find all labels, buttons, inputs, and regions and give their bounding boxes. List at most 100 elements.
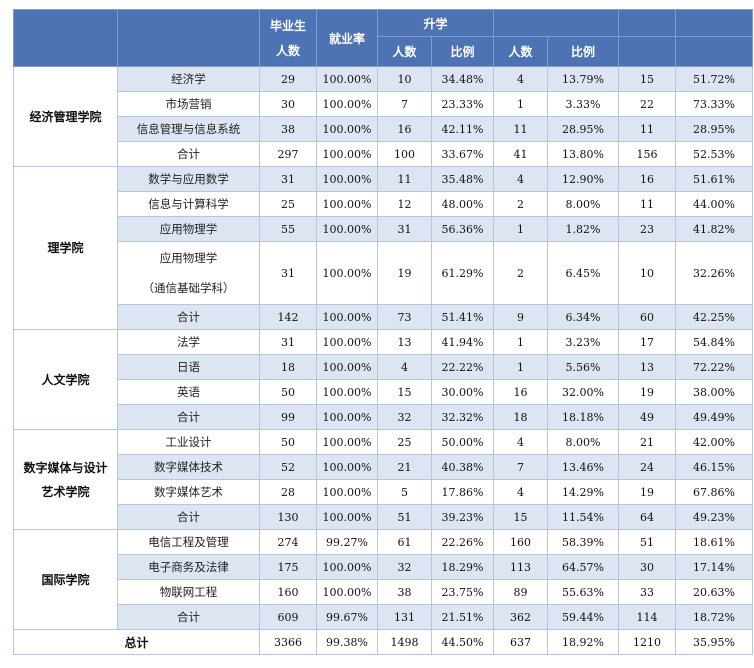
table-row: 市场营销 30 100.00% 7 23.33% 1 3.33% 22 73.33%	[14, 91, 754, 117]
further-study-count-cell: 51	[377, 504, 432, 530]
further-study-ratio-cell: 33.67%	[430, 141, 495, 167]
header-group3	[493, 9, 620, 37]
major-name: 工业设计	[165, 435, 212, 449]
major-name: 经济学	[171, 72, 206, 86]
ratio-3-cell: 46.15%	[675, 454, 754, 480]
ratio-2-cell: 12.90%	[547, 166, 620, 192]
table-row: 英语 50 100.00% 15 30.00% 16 32.00% 19 38.00%	[14, 379, 754, 405]
ratio-2-cell: 55.63%	[547, 579, 620, 605]
ratio-3-cell: 67.86%	[675, 479, 754, 505]
count-2-cell: 89	[493, 579, 549, 605]
employment-rate-cell: 100.00%	[316, 479, 378, 505]
employment-rate-cell: 100.00%	[316, 504, 378, 530]
header-sub-count-2: 人数	[493, 36, 549, 67]
further-study-ratio-cell: 32.32%	[430, 404, 495, 430]
ratio-2-cell: 8.00%	[547, 429, 620, 455]
major-name: 电信工程及管理	[148, 535, 229, 549]
table-header: 毕业生 人数 就业率 升学 人数 比例 人数 比例	[13, 9, 754, 67]
employment-rate-cell: 100.00%	[316, 116, 378, 142]
major-cell: 应用物理学 （通信基础学科）	[117, 241, 260, 305]
graduates-cell: 52	[259, 454, 317, 480]
table-row: 数字媒体艺术 28 100.00% 5 17.86% 4 14.29% 19 67.86%	[14, 479, 754, 505]
count-3-cell: 30	[618, 554, 677, 580]
table-row: 电子商务及法律 175 100.00% 32 18.29% 113 64.57% 30 17.1…	[14, 554, 754, 580]
college-name: 经济管理学院	[29, 109, 102, 124]
major-cell: 数字媒体技术	[117, 454, 260, 480]
further-study-ratio-cell: 39.23%	[430, 504, 495, 530]
count-2-cell: 1	[493, 354, 549, 380]
graduates-cell: 99	[259, 404, 317, 430]
further-study-count-cell: 10	[377, 66, 432, 92]
graduates-cell: 50	[259, 379, 317, 405]
graduates-cell: 25	[259, 191, 317, 217]
count-2-cell: 2	[493, 191, 549, 217]
employment-rate-cell: 100.00%	[316, 404, 378, 430]
further-study-count-cell: 7	[377, 91, 432, 117]
count-3-cell: 13	[618, 354, 677, 380]
count-3-cell: 17	[618, 329, 677, 355]
table-row: 合计 297 100.00% 100 33.67% 41 13.80% 156 52.53%	[14, 141, 754, 167]
header-graduates-line2: 人数	[275, 44, 300, 58]
header-graduates-line1: 毕业生	[269, 19, 306, 33]
employment-rate-cell: 100.00%	[316, 141, 378, 167]
ratio-2-cell: 32.00%	[547, 379, 620, 405]
graduates-cell: 274	[259, 529, 317, 555]
count-2-cell: 4	[493, 166, 549, 192]
employment-rate-cell: 100.00%	[316, 304, 378, 330]
count-2-cell: 1	[493, 329, 549, 355]
employment-rate-cell: 99.27%	[316, 529, 378, 555]
count-2-cell: 2	[493, 241, 549, 305]
further-study-ratio-cell: 35.48%	[430, 166, 495, 192]
further-study-ratio-cell: 17.86%	[430, 479, 495, 505]
major-cell: 合计	[117, 404, 260, 430]
employment-rate-cell: 100.00%	[316, 579, 378, 605]
ratio-3-cell: 51.61%	[675, 166, 754, 192]
college-name-cell: 理学院	[13, 166, 118, 330]
header-sub-ratio-3	[675, 36, 754, 67]
major-cell: 信息管理与信息系统	[117, 116, 260, 142]
graduates-cell: 18	[259, 354, 317, 380]
major-cell: 数学与应用数学	[117, 166, 260, 192]
total-further-study-ratio-cell: 44.50%	[430, 629, 495, 655]
further-study-count-cell: 25	[377, 429, 432, 455]
count-3-cell: 49	[618, 404, 677, 430]
college-name: 国际学院	[41, 572, 90, 587]
count-2-cell: 16	[493, 379, 549, 405]
ratio-2-cell: 3.33%	[547, 91, 620, 117]
header-sub-count: 人数	[377, 36, 432, 67]
ratio-3-cell: 54.84%	[675, 329, 754, 355]
major-cell: 数字媒体艺术	[117, 479, 260, 505]
table-row: 理学院 数学与应用数学 31 100.00% 11 35.48% 4 12.90% 16 51.6…	[13, 166, 754, 330]
graduates-cell: 50	[259, 429, 317, 455]
further-study-count-cell: 31	[377, 216, 432, 242]
employment-rate-cell: 100.00%	[316, 454, 378, 480]
major-name: 电子商务及法律	[148, 560, 229, 574]
count-2-cell: 9	[493, 304, 549, 330]
header-employment-rate: 就业率	[316, 9, 378, 67]
table-row: 应用物理学 （通信基础学科） 31 100.00% 19 61.29% 2 6.45% 10 32…	[14, 241, 754, 305]
table-row: 信息管理与信息系统 38 100.00% 16 42.11% 11 28.95% 11 28.9…	[14, 116, 754, 142]
employment-rate-cell: 100.00%	[316, 241, 378, 305]
major-cell: 合计	[117, 141, 260, 167]
count-2-cell: 15	[493, 504, 549, 530]
further-study-count-cell: 13	[377, 329, 432, 355]
employment-rate-cell: 100.00%	[316, 91, 378, 117]
header-cap	[230, 0, 615, 9]
further-study-count-cell: 4	[377, 354, 432, 380]
major-name: 信息管理与信息系统	[136, 122, 241, 136]
count-3-cell: 19	[618, 479, 677, 505]
ratio-2-cell: 14.29%	[547, 479, 620, 505]
further-study-count-cell: 11	[377, 166, 432, 192]
ratio-2-cell: 28.95%	[547, 116, 620, 142]
ratio-3-cell: 20.63%	[675, 579, 754, 605]
table-row: 信息与计算科学 25 100.00% 12 48.00% 2 8.00% 11 44.00%	[14, 191, 754, 217]
ratio-3-cell: 18.72%	[675, 604, 754, 630]
total-employment-rate-cell: 99.38%	[316, 629, 378, 655]
further-study-ratio-cell: 51.41%	[430, 304, 495, 330]
major-name: 数学与应用数学	[148, 172, 229, 186]
major-name: 数字媒体技术	[154, 460, 223, 474]
college-name: 数字媒体与设计	[23, 460, 108, 475]
ratio-2-cell: 64.57%	[547, 554, 620, 580]
ratio-2-cell: 13.79%	[547, 66, 620, 92]
count-3-cell: 33	[618, 579, 677, 605]
